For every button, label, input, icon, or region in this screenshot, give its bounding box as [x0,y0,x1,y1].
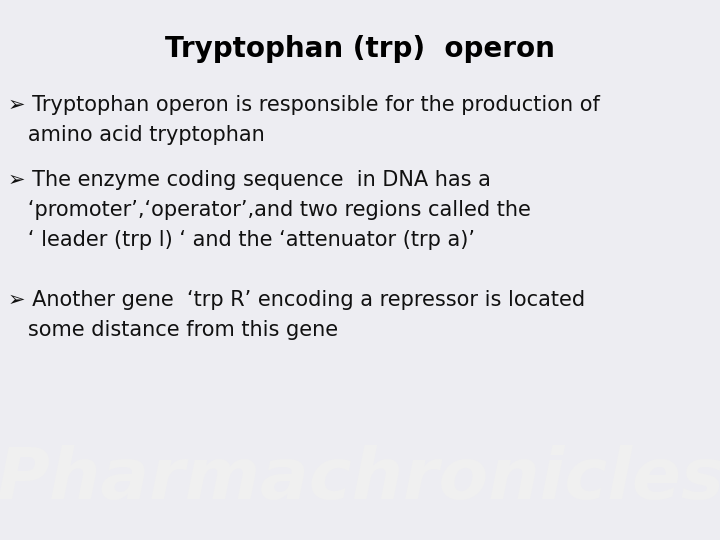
Text: some distance from this gene: some distance from this gene [8,320,338,340]
Text: ➢ Tryptophan operon is responsible for the production of: ➢ Tryptophan operon is responsible for t… [8,95,600,115]
Text: Pharmachronicles: Pharmachronicles [0,446,720,515]
Text: ➢ Another gene  ‘trp R’ encoding a repressor is located: ➢ Another gene ‘trp R’ encoding a repres… [8,290,585,310]
Text: ➢ The enzyme coding sequence  in DNA has a: ➢ The enzyme coding sequence in DNA has … [8,170,491,190]
Text: amino acid tryptophan: amino acid tryptophan [8,125,265,145]
Text: ‘ leader (trp l) ‘ and the ‘attenuator (trp a)’: ‘ leader (trp l) ‘ and the ‘attenuator (… [8,230,475,250]
Text: ‘promoter’,‘operator’,and two regions called the: ‘promoter’,‘operator’,and two regions ca… [8,200,531,220]
Text: Tryptophan (trp)  operon: Tryptophan (trp) operon [165,35,555,63]
